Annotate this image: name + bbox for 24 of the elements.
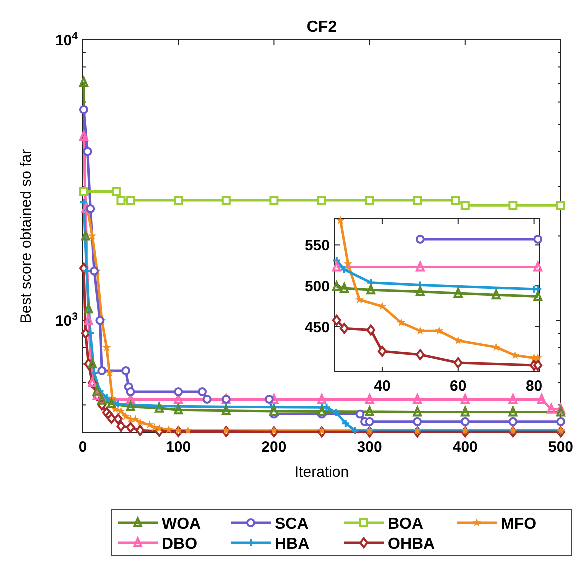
y-axis-title: Best score obtained so far (18, 149, 35, 324)
x-tick-label: 300 (357, 439, 382, 456)
y-tick-label: 550 (304, 237, 330, 254)
y-tick-label: 500 (304, 278, 330, 296)
legend-label: HBA (275, 536, 310, 553)
legend-label: OHBA (388, 536, 436, 553)
x-tick-label: 0 (78, 439, 88, 456)
legend-label: DBO (162, 536, 198, 553)
y-tick-label: 450 (304, 319, 330, 336)
x-tick-label: 400 (452, 439, 478, 456)
legend-label: WOA (162, 516, 202, 533)
x-tick-label: 100 (166, 439, 192, 456)
legend-label: MFO (501, 516, 537, 533)
x-tick-label: 500 (548, 439, 574, 456)
y-tick-label: 10$^{4}$ (55, 30, 78, 50)
x-tick-label: 40 (374, 378, 391, 395)
legend-label: BOA (388, 516, 424, 533)
x-tick-label: 80 (526, 378, 543, 395)
y-tick-label: 10$^{3}$ (55, 310, 78, 330)
legend-label: SCA (275, 516, 310, 533)
chart-title: CF2 (306, 19, 338, 36)
x-tick-label: 60 (450, 378, 467, 395)
x-tick-label: 200 (262, 439, 287, 456)
x-axis-title: Iteration (294, 464, 350, 481)
